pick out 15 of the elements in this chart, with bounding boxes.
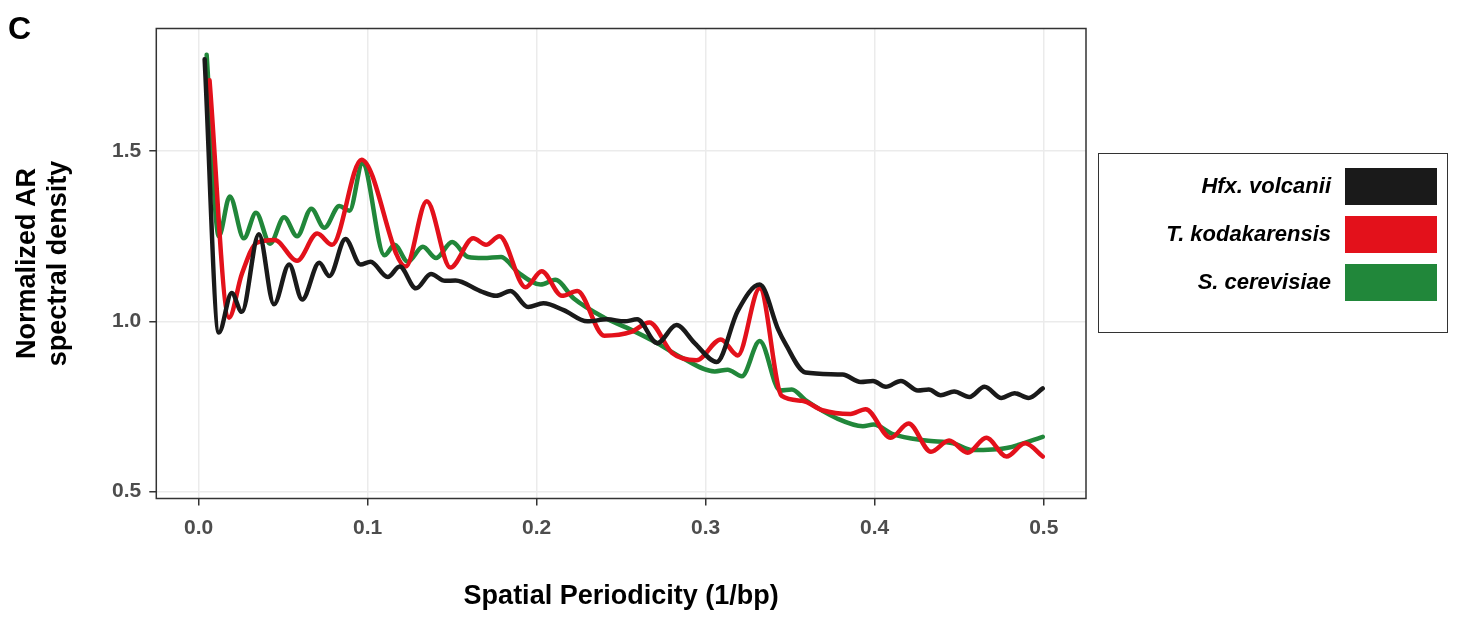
legend-label: Hfx. volcanii <box>1200 173 1333 199</box>
text: C <box>8 9 32 46</box>
legend-label: T. kodakarensis <box>1165 221 1332 247</box>
x-tick-label: 0.0 <box>183 514 214 538</box>
x-tick-label: 0.4 <box>860 514 890 538</box>
legend-label: S. cerevisiae <box>1196 269 1332 295</box>
y-tick-label: 1.5 <box>112 137 142 161</box>
x-axis-title: Spatial Periodicity (1/bp) <box>463 580 779 611</box>
y-tick-label: 0.5 <box>112 478 142 502</box>
x-tick-label: 0.1 <box>352 514 383 538</box>
y-tick-label: 1.0 <box>112 308 142 332</box>
x-tick-label: 0.5 <box>1029 514 1059 538</box>
x-tick-label: 0.3 <box>691 514 721 538</box>
y-axis-title: Normalized AR spectral density <box>10 160 73 367</box>
x-tick-label: 0.2 <box>522 514 552 538</box>
